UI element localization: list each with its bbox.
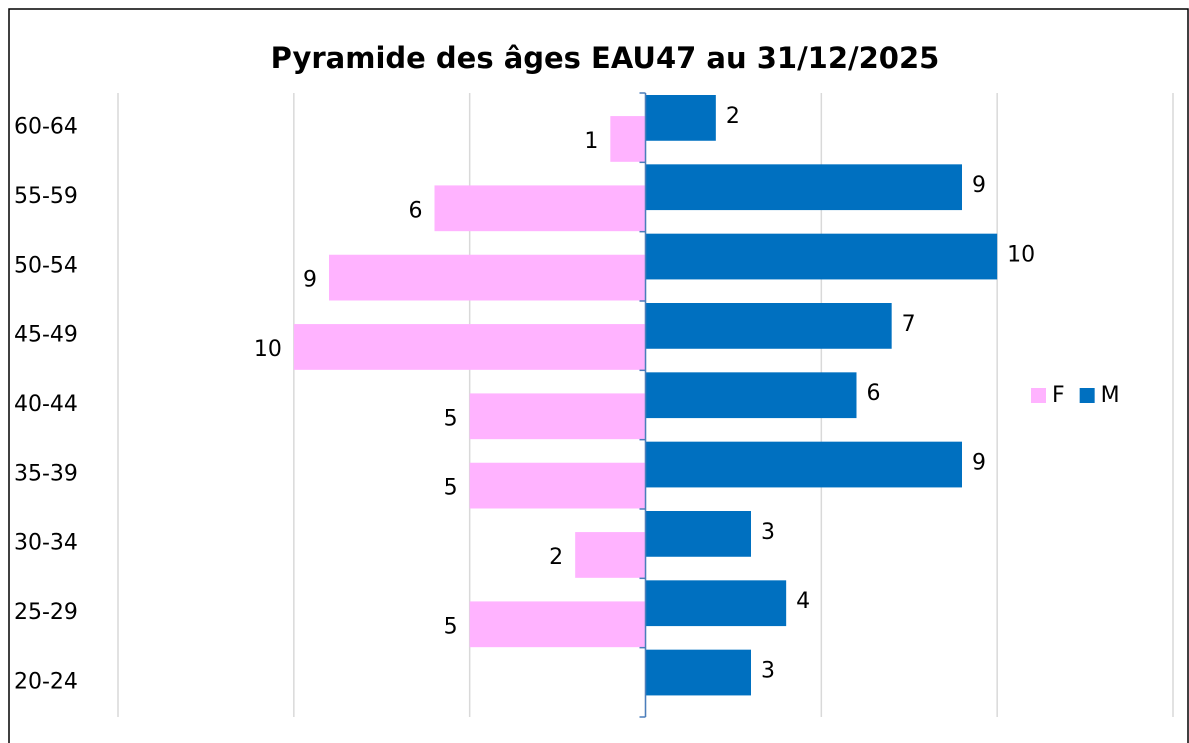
legend-label: F: [1052, 383, 1065, 408]
bar: [645, 372, 857, 419]
bar: [469, 601, 646, 648]
value-label: 6: [867, 381, 881, 406]
y-tick-label: 25-29: [14, 600, 78, 625]
value-label: 3: [761, 520, 775, 545]
value-label: 9: [303, 268, 317, 293]
value-label: 10: [1007, 243, 1035, 268]
value-label: 7: [902, 312, 916, 337]
value-label: 10: [254, 337, 282, 362]
value-label: 1: [584, 129, 598, 154]
bar: [645, 511, 751, 557]
legend-label: M: [1101, 383, 1120, 408]
bar: [645, 649, 751, 696]
bar: [645, 441, 962, 488]
bar: [434, 185, 646, 232]
value-label: 3: [761, 659, 775, 684]
bar: [645, 303, 892, 349]
bar: [645, 233, 998, 280]
value-label: 2: [726, 104, 740, 129]
bar: [293, 324, 646, 370]
value-label: 9: [972, 451, 986, 476]
y-tick-label: 60-64: [14, 115, 78, 140]
bar: [645, 580, 787, 627]
bar: [575, 532, 646, 578]
value-label: 5: [444, 476, 458, 501]
legend-swatch: [1031, 388, 1046, 403]
y-tick-label: 45-49: [14, 323, 78, 348]
value-label: 4: [796, 589, 810, 614]
y-tick-label: 35-39: [14, 461, 78, 486]
y-tick-label: 20-24: [14, 669, 78, 694]
bar: [645, 164, 962, 211]
bar: [329, 254, 646, 301]
bar: [469, 462, 646, 509]
value-label: 5: [444, 406, 458, 431]
bar: [469, 393, 646, 440]
y-tick-label: 55-59: [14, 184, 78, 209]
legend-swatch: [1079, 388, 1095, 403]
chart-title: Pyramide des âges EAU47 au 31/12/2025: [271, 41, 940, 75]
value-label: 9: [972, 173, 986, 198]
y-tick-label: 30-34: [14, 531, 78, 556]
bar: [610, 116, 646, 162]
value-label: 2: [549, 545, 563, 570]
bar: [645, 95, 716, 141]
y-tick-label: 50-54: [14, 253, 78, 278]
value-label: 6: [409, 198, 423, 223]
y-tick-label: 40-44: [14, 392, 78, 417]
value-label: 5: [444, 614, 458, 639]
